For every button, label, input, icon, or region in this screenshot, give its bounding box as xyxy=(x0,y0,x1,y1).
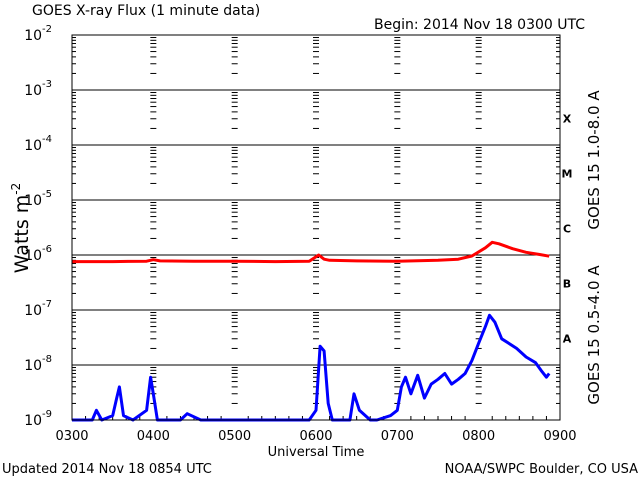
x-axis-label: Universal Time xyxy=(268,445,365,460)
x-tick-label: 0600 xyxy=(299,429,332,444)
y-tick-exp: -7 xyxy=(42,299,52,310)
y-tick-exp: -5 xyxy=(42,189,52,200)
x-tick-label: 0900 xyxy=(543,429,576,444)
updated-label: Updated 2014 Nov 18 0854 UTC xyxy=(2,462,212,477)
data-layer xyxy=(72,240,551,422)
flare-class-labels: A B C M X xyxy=(562,113,573,346)
y-axis-label-text: Watts m xyxy=(11,195,33,274)
y-tick-exp: -8 xyxy=(42,354,52,365)
y-tick-exp: -6 xyxy=(42,244,52,255)
source-label: NOAA/SWPC Boulder, CO USA xyxy=(445,462,638,477)
y-tick-base: 10 xyxy=(24,193,42,209)
y-tick-base: 10 xyxy=(24,28,42,44)
flare-class-c: C xyxy=(563,223,571,236)
y-tick-exp: -2 xyxy=(42,24,52,35)
y-tick-exp: -9 xyxy=(42,409,52,420)
flare-class-x: X xyxy=(563,113,572,126)
y-tick-label: 10-4 xyxy=(24,134,52,154)
y-tick-base: 10 xyxy=(24,248,42,264)
x-tick-label: 0800 xyxy=(462,429,495,444)
x-tick-labels: 0300 0400 0500 0600 0700 0800 0900 xyxy=(55,429,576,444)
y-tick-exp: -4 xyxy=(42,134,52,145)
x-tick-label: 0300 xyxy=(55,429,88,444)
plot-frame xyxy=(71,34,561,421)
y-tick-label: 10-5 xyxy=(24,189,52,209)
legend-short-channel: GOES 15 0.5-4.0 A xyxy=(585,265,603,405)
y-tick-base: 10 xyxy=(24,303,42,319)
legend-long-channel: GOES 15 1.0-8.0 A xyxy=(585,90,603,230)
series-line-1 xyxy=(72,313,551,422)
y-tick-label: 10-7 xyxy=(24,299,52,319)
flare-class-m: M xyxy=(562,168,573,181)
x-tick-label: 0700 xyxy=(381,429,414,444)
y-axis-label-sup: -2 xyxy=(9,183,23,195)
y-tick-base: 10 xyxy=(24,83,42,99)
y-tick-base: 10 xyxy=(24,413,42,429)
chart-title: GOES X-ray Flux (1 minute data) xyxy=(32,3,260,19)
y-axis-label: Watts m-2 xyxy=(9,183,33,274)
begin-label: Begin: 2014 Nov 18 0300 UTC xyxy=(374,17,585,33)
y-tick-exp: -3 xyxy=(42,79,52,90)
y-tick-base: 10 xyxy=(24,138,42,154)
x-tick-label: 0500 xyxy=(218,429,251,444)
y-tick-label: 10-3 xyxy=(24,79,52,99)
series-line-0 xyxy=(72,240,550,264)
flare-class-b: B xyxy=(563,278,571,291)
y-tick-label: 10-2 xyxy=(24,24,52,44)
y-tick-label: 10-6 xyxy=(24,244,52,264)
grid-layer xyxy=(72,37,560,420)
x-tick-label: 0400 xyxy=(137,429,170,444)
flare-class-a: A xyxy=(563,333,572,346)
y-tick-labels: 10-910-810-710-610-510-410-310-2 xyxy=(24,24,52,429)
y-tick-base: 10 xyxy=(24,358,42,374)
y-tick-label: 10-9 xyxy=(24,409,52,429)
y-tick-label: 10-8 xyxy=(24,354,52,374)
